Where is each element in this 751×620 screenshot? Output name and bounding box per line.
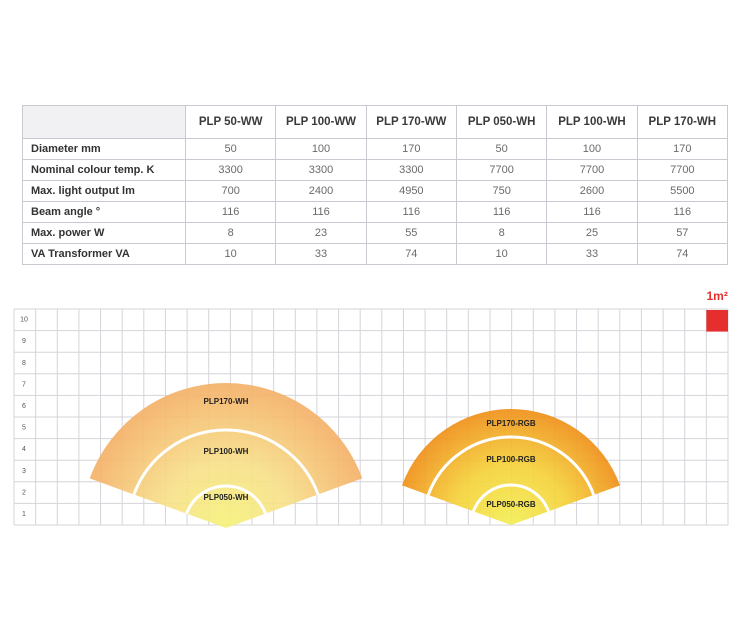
- corner-cell: [22, 105, 186, 139]
- beam-arc: [426, 435, 596, 496]
- beam-label: PLP100-WH: [204, 447, 249, 456]
- column-header: PLP 100-WH: [546, 105, 638, 139]
- spec-row: Max. light output lm 700 2400 4950 750 2600 55…: [22, 180, 729, 202]
- beam-label: PLP170-RGB: [486, 419, 536, 428]
- spec-value: 74: [365, 243, 457, 265]
- row-number: 9: [22, 338, 26, 345]
- beam-sector: [401, 409, 621, 525]
- beam-arc: [185, 484, 267, 515]
- beam-sector: [89, 382, 363, 528]
- beam-label: PLP050-RGB: [486, 500, 536, 509]
- row-number: 2: [22, 489, 26, 496]
- spec-value: 33: [275, 243, 367, 265]
- spec-value: 50: [184, 138, 277, 160]
- row-number: 4: [22, 446, 26, 453]
- scale-label: 1m²: [707, 289, 728, 303]
- column-header: PLP 100-WW: [275, 105, 367, 139]
- spec-row: Diameter mm 50 100 170 50 100 170: [22, 138, 729, 160]
- spec-value: 23: [275, 222, 367, 244]
- spec-value: 3300: [184, 159, 277, 181]
- beam-label: PLP100-RGB: [486, 455, 536, 464]
- header-row: PLP 50-WW PLP 100-WW PLP 170-WW PLP 050-WH P…: [22, 105, 729, 139]
- row-number: 7: [22, 381, 26, 388]
- row-label: VA Transformer VA: [22, 243, 186, 265]
- spec-value: 100: [546, 138, 638, 160]
- scale-square: [706, 310, 728, 332]
- beam-arc: [472, 483, 550, 512]
- row-number: 5: [22, 425, 26, 432]
- spec-table: PLP 50-WW PLP 100-WW PLP 170-WW PLP 050-WH P…: [22, 105, 729, 265]
- spec-value: 7700: [636, 159, 729, 181]
- row-number: 1: [22, 511, 26, 518]
- beam-label: PLP170-WH: [204, 397, 249, 406]
- spec-row: VA Transformer VA 10 33 74 10 33 74: [22, 243, 729, 265]
- row-number: 10: [20, 317, 28, 324]
- row-label: Max. power W: [22, 222, 186, 244]
- row-number: 3: [22, 468, 26, 475]
- column-header: PLP 50-WW: [184, 105, 277, 139]
- row-number: 6: [22, 403, 26, 410]
- row-label: Diameter mm: [22, 138, 186, 160]
- column-header: PLP 170-WH: [636, 105, 729, 139]
- beam-arc: [132, 428, 320, 495]
- spec-value: 33: [546, 243, 638, 265]
- spec-value: 10: [184, 243, 277, 265]
- spec-value: 74: [636, 243, 729, 265]
- grid: [13, 308, 729, 526]
- row-number: 8: [22, 360, 26, 367]
- beam-label: PLP050-WH: [204, 493, 249, 502]
